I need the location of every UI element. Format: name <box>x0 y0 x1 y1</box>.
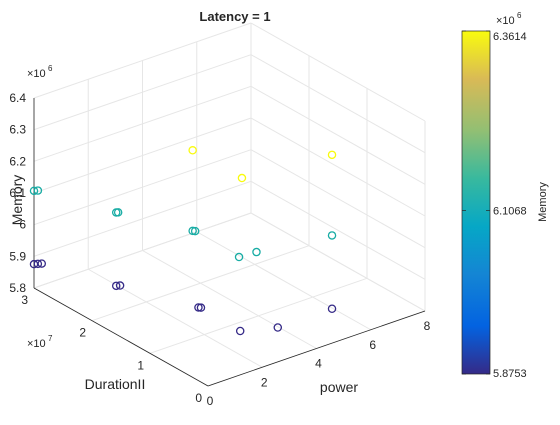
data-point <box>196 303 206 312</box>
grid-line <box>88 268 263 368</box>
grid-line <box>33 212 252 289</box>
x-tick-label: 2 <box>261 375 268 389</box>
data-point <box>327 150 337 160</box>
axes-box <box>33 98 426 387</box>
z-tick-label: 6.2 <box>9 154 26 168</box>
grid-line <box>250 212 426 312</box>
grid-line <box>250 54 426 154</box>
svg-text:6: 6 <box>517 11 522 20</box>
z-tick-label: 6 <box>19 218 26 232</box>
z-tick-label: 5.9 <box>9 249 26 263</box>
x-tick-label: 4 <box>315 357 322 371</box>
colorbar-label: Memory <box>537 182 549 222</box>
data-point <box>190 226 200 236</box>
z-tick-label: 6.3 <box>9 123 26 137</box>
data-point <box>234 252 244 262</box>
data-point <box>115 281 125 290</box>
y-exponent-label: ×10 7 <box>27 334 53 350</box>
data-point <box>327 304 337 313</box>
x-tick-label: 0 <box>207 394 214 408</box>
svg-text:7: 7 <box>48 334 53 343</box>
svg-text:6: 6 <box>48 64 53 73</box>
grid-line <box>250 180 426 280</box>
grid-line <box>196 231 371 331</box>
z-exponent-label: ×10 6 <box>27 64 53 80</box>
x-axis-line <box>207 310 426 387</box>
y-tick-label: 0 <box>195 391 202 405</box>
grid-line <box>33 22 252 99</box>
data-point <box>113 208 123 217</box>
z-tick-label: 6.1 <box>9 186 26 200</box>
grid-line <box>33 117 252 194</box>
x-axis-label: power <box>320 379 358 395</box>
data-point <box>37 259 46 268</box>
data-points <box>29 146 337 336</box>
data-point <box>33 259 43 269</box>
data-point <box>237 173 247 183</box>
data-point <box>188 146 197 155</box>
colorbar: 6.3614 6.1068 5.8753 ×10 6 Memory <box>461 11 549 380</box>
z-tick-label: 6.4 <box>9 91 26 105</box>
svg-text:×10: ×10 <box>27 68 46 80</box>
colorbar-tick-label: 6.3614 <box>493 31 527 43</box>
data-point <box>29 186 39 196</box>
z-axis-label: Memory <box>9 175 25 226</box>
svg-text:×10: ×10 <box>27 338 46 350</box>
data-point <box>273 323 283 332</box>
x-tick-label: 8 <box>424 319 431 333</box>
tick-labels: 5.8 5.9 6 6.1 6.2 6.3 6.4 0 1 2 3 0 2 4 6 8 <box>9 91 430 408</box>
grid-line <box>149 277 368 354</box>
data-point <box>111 281 121 291</box>
colorbar-tick-label: 6.1068 <box>493 206 527 218</box>
grid-line <box>250 117 426 217</box>
y-axis-line <box>33 287 209 387</box>
data-point <box>235 326 245 336</box>
y-tick-label: 2 <box>79 326 86 340</box>
x-tick-label: 6 <box>369 338 376 352</box>
y-tick-label: 3 <box>21 293 28 307</box>
y-axis-label: DurationII <box>85 376 146 392</box>
grid-line <box>33 149 252 226</box>
colorbar-gradient <box>461 30 491 375</box>
grid-line <box>91 245 310 322</box>
svg-text:×10: ×10 <box>496 15 515 27</box>
grid-line <box>250 149 426 249</box>
y-tick-label: 1 <box>137 358 144 372</box>
grid-line <box>33 85 252 162</box>
grid-line <box>250 22 426 122</box>
grid-line <box>33 180 252 257</box>
data-point <box>327 231 337 240</box>
colorbar-tick-label: 5.8753 <box>493 368 527 380</box>
grid-line <box>33 54 252 131</box>
data-point <box>252 247 261 257</box>
grid-line <box>142 250 317 349</box>
grid-line <box>250 85 426 185</box>
chart-title: Latency = 1 <box>199 9 270 24</box>
z-tick-label: 5.8 <box>9 281 26 295</box>
data-point <box>33 186 43 195</box>
